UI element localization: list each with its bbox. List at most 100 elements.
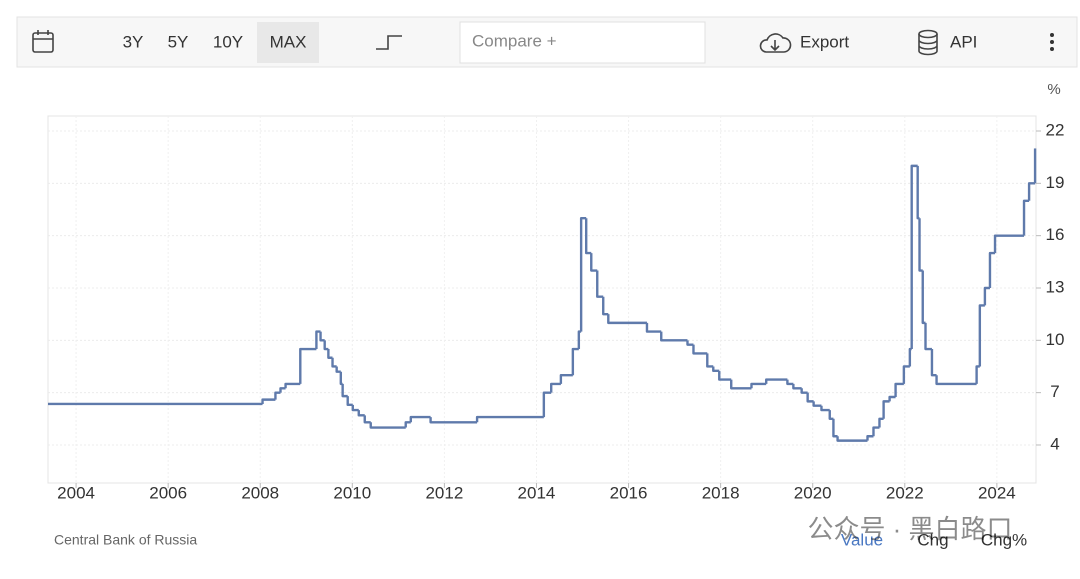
line-step <box>918 218 923 272</box>
footer-button[interactable]: Chg% <box>981 530 1027 549</box>
api-button[interactable]: API <box>950 32 977 51</box>
line-step <box>820 405 830 412</box>
line-step <box>872 426 880 437</box>
line-step <box>792 383 802 390</box>
line-step <box>993 234 1025 254</box>
x-tick-label: 2018 <box>702 483 740 502</box>
line-step <box>602 296 609 316</box>
calendar-icon[interactable] <box>32 30 54 53</box>
line-step <box>706 353 714 368</box>
line-step <box>341 383 348 398</box>
y-tick-label: 4 <box>1050 434 1059 453</box>
line-step <box>274 391 281 400</box>
active-range-bg <box>257 22 319 63</box>
line-step <box>983 286 990 306</box>
line-step <box>930 349 937 377</box>
line-step <box>339 371 343 386</box>
x-tick-label: 2014 <box>518 483 556 502</box>
line-step <box>550 382 561 393</box>
watermark: 公众号 · 黑白路口 <box>807 514 1012 544</box>
plot: 4 7 10 13 16 19 22 2004 2006 2008 2010 2012 2014 2016… <box>48 116 1064 502</box>
export-icon[interactable] <box>759 33 792 53</box>
line-step <box>579 217 587 332</box>
line-step <box>409 415 431 423</box>
line-step <box>571 347 579 376</box>
x-tick-label: 2006 <box>149 483 187 502</box>
line-step <box>1022 199 1030 236</box>
line-step <box>660 331 688 342</box>
x-tick-label: 2024 <box>978 483 1016 502</box>
source: Central Bank of Russia <box>54 532 197 548</box>
line-step <box>279 387 286 393</box>
line-step <box>335 366 341 373</box>
y-tick-label: 10 <box>1046 330 1065 349</box>
footer-button[interactable]: Chg <box>917 530 948 549</box>
line-step <box>902 365 910 384</box>
line-step <box>935 375 977 386</box>
line-step <box>404 421 411 428</box>
line-step <box>882 400 890 419</box>
line-step <box>894 382 904 398</box>
y-tick-label: 13 <box>1046 277 1065 296</box>
line-step <box>806 392 814 403</box>
line-step <box>730 379 752 390</box>
line-step <box>596 270 604 298</box>
line-step <box>429 417 478 424</box>
line-step <box>261 398 276 404</box>
line-step <box>331 357 337 368</box>
x-tick-label: 2004 <box>57 483 95 502</box>
line-step <box>975 365 980 384</box>
line-step <box>559 374 573 384</box>
line-step <box>284 382 301 389</box>
y-tick-label: 19 <box>1046 173 1065 192</box>
line-step <box>836 436 868 442</box>
y-tick-label: 7 <box>1050 382 1059 401</box>
line-step <box>916 165 920 220</box>
range-button[interactable]: 10Y <box>213 32 243 51</box>
line-step <box>351 404 359 412</box>
line-step <box>888 395 896 402</box>
line-step <box>357 410 365 417</box>
line-step <box>319 331 325 342</box>
line-step <box>828 410 834 421</box>
compare-input[interactable] <box>459 21 706 64</box>
line-step <box>988 251 996 288</box>
line-step <box>866 435 874 441</box>
x-tick-label: 2012 <box>425 483 463 502</box>
line-step <box>607 314 647 325</box>
line-step <box>908 347 912 367</box>
line-step <box>590 253 598 272</box>
line-step <box>765 378 788 384</box>
x-tick-label: 2020 <box>794 483 832 502</box>
api-icon[interactable] <box>918 29 938 56</box>
range-button[interactable]: 3Y <box>123 32 144 51</box>
line-step <box>327 349 333 359</box>
line-step <box>924 322 932 351</box>
footer-button[interactable]: Value <box>841 530 883 549</box>
line-step <box>712 366 720 373</box>
line-step <box>645 322 662 333</box>
x-tick-label: 2008 <box>241 483 279 502</box>
line-step <box>323 340 329 351</box>
line-step <box>1027 182 1036 201</box>
line-step <box>800 388 808 394</box>
line-step <box>686 340 694 346</box>
line-step <box>363 415 371 424</box>
line-step <box>910 164 918 350</box>
line-step <box>921 270 926 325</box>
line-step <box>812 401 822 407</box>
range-button[interactable]: 5Y <box>168 32 189 51</box>
chart-type-icon[interactable] <box>376 35 402 50</box>
x-tick-label: 2010 <box>333 483 371 502</box>
compare-placeholder[interactable]: Compare + <box>472 31 557 50</box>
range-button[interactable]: MAX <box>270 32 307 51</box>
line-step <box>315 330 321 350</box>
menu-icon[interactable] <box>1050 33 1054 51</box>
line-step <box>786 379 794 386</box>
export-button[interactable]: Export <box>800 32 849 51</box>
x-tick-label: 2016 <box>610 483 648 502</box>
plot-frame <box>47 115 1037 484</box>
line-step <box>750 382 767 389</box>
